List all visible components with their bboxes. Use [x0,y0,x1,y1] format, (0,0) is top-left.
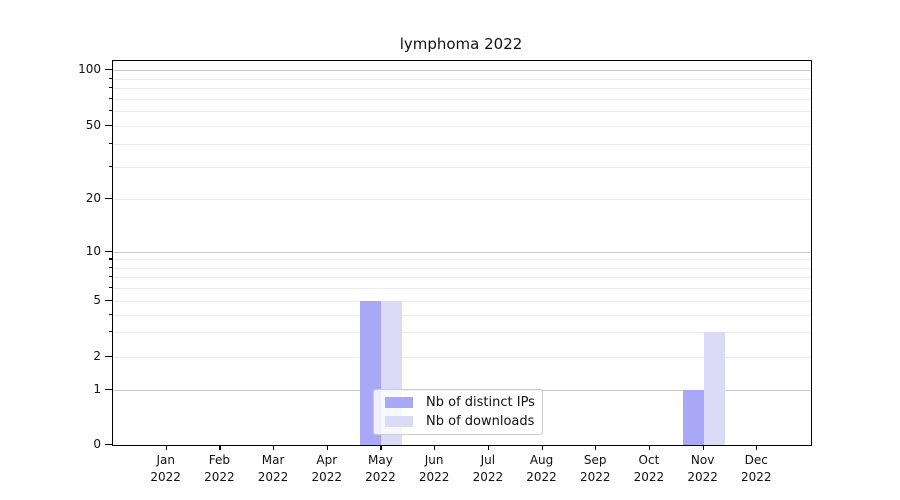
xtick-label-may: May 2022 [350,452,410,486]
ytick-label-2: 2 [93,349,101,363]
ytick-mark-minor-6 [109,287,112,289]
ytick-mark-minor-8 [109,266,112,268]
gridline-y-100 [113,70,811,71]
ytick-mark-minor-4 [109,313,112,315]
ytick-label-1: 1 [93,382,101,396]
xtick-label-mar: Mar 2022 [243,452,303,486]
xtick-mark-sep [595,445,597,450]
ytick-label-5: 5 [93,293,101,307]
xtick-year-dec: 2022 [741,470,772,484]
xtick-year-mar: 2022 [257,470,289,484]
ytick-mark-minor-9 [109,258,112,260]
xtick-mark-feb [219,445,221,450]
ytick-mark-5 [105,300,112,302]
xtick-label-apr: Apr 2022 [297,452,357,486]
xtick-year-may: 2022 [365,470,396,484]
ytick-mark-20 [105,198,112,200]
legend: Nb of distinct IPs Nb of downloads [373,389,543,435]
ytick-mark-2 [105,356,112,358]
plot-area [112,60,812,446]
xtick-year-jul: 2022 [472,470,504,484]
ytick-mark-0 [105,444,112,446]
gridline-y-90 [113,78,811,80]
xtick-label-nov: Nov 2022 [673,452,733,486]
xtick-year-jan: 2022 [150,470,181,484]
ytick-mark-minor-90 [109,77,112,79]
xtick-year-nov: 2022 [687,470,718,484]
legend-swatch-distinct-ips [385,396,413,408]
xtick-label-aug: Aug 2022 [512,452,572,486]
xtick-mark-aug [541,445,543,450]
ytick-mark-50 [105,125,112,127]
gridline-y-20 [113,199,811,200]
xtick-label-jun: Jun 2022 [404,452,464,486]
xtick-mark-nov [702,445,704,450]
xtick-year-aug: 2022 [526,470,557,484]
ytick-label-10: 10 [85,244,101,258]
ytick-label-0: 0 [93,437,101,451]
gridline-y-4 [113,314,811,316]
ytick-mark-minor-30 [109,165,112,167]
gridline-y-80 [113,88,811,90]
legend-entry-distinct-ips: Nb of distinct IPs [382,394,535,411]
gridline-y-5 [113,301,811,302]
ytick-mark-minor-40 [109,142,112,144]
xtick-label-sep: Sep 2022 [565,452,625,486]
gridline-y-70 [113,98,811,100]
chart-title: lymphoma 2022 [399,35,523,53]
legend-label-distinct-ips: Nb of distinct IPs [426,394,535,410]
xtick-mark-dec [756,445,758,450]
gridline-y-60 [113,111,811,113]
gridline-y-9 [113,259,811,261]
xtick-year-jun: 2022 [418,470,450,484]
xtick-label-feb: Feb 2022 [189,452,249,486]
ytick-mark-minor-7 [109,276,112,278]
ytick-mark-100 [105,69,112,71]
xtick-label-oct: Oct 2022 [619,452,679,486]
legend-label-downloads: Nb of downloads [426,414,535,430]
gridline-y-30 [113,166,811,168]
xtick-label-jul: Jul 2022 [458,452,518,486]
ytick-label-20: 20 [85,191,101,205]
xtick-mark-oct [648,445,651,450]
gridline-y-7 [113,277,811,279]
legend-swatch-downloads [385,416,413,428]
gridline-y-6 [113,288,811,290]
ytick-mark-1 [105,389,112,391]
legend-entry-downloads: Nb of downloads [382,414,534,431]
xtick-mark-mar [273,445,275,450]
gridline-y-50 [113,126,811,127]
xtick-year-apr: 2022 [311,470,343,484]
gridline-y-8 [113,267,811,269]
ytick-label-50: 50 [85,118,101,132]
ytick-mark-minor-70 [109,97,112,99]
xtick-mark-jan [165,445,167,450]
xtick-year-oct: 2022 [633,470,665,484]
bar-downloads-nov [703,332,725,445]
ytick-label-100: 100 [78,62,101,76]
xtick-mark-apr [326,445,328,450]
ytick-mark-minor-3 [109,331,112,333]
gridline-y-2 [113,357,811,358]
xtick-mark-may [380,445,382,450]
gridline-y-3 [113,332,811,334]
xtick-mark-jun [434,445,436,450]
gridline-y-10 [113,252,811,253]
gridline-y-40 [113,143,811,145]
xtick-year-feb: 2022 [204,470,235,484]
xtick-year-sep: 2022 [579,470,611,484]
ytick-mark-minor-80 [109,87,112,89]
ytick-mark-10 [105,251,112,253]
ytick-mark-minor-60 [109,110,112,112]
xtick-label-dec: Dec 2022 [726,452,786,486]
bar-distinct-ips-nov [682,390,704,445]
xtick-mark-jul [487,445,490,450]
xtick-label-jan: Jan 2022 [136,452,196,486]
